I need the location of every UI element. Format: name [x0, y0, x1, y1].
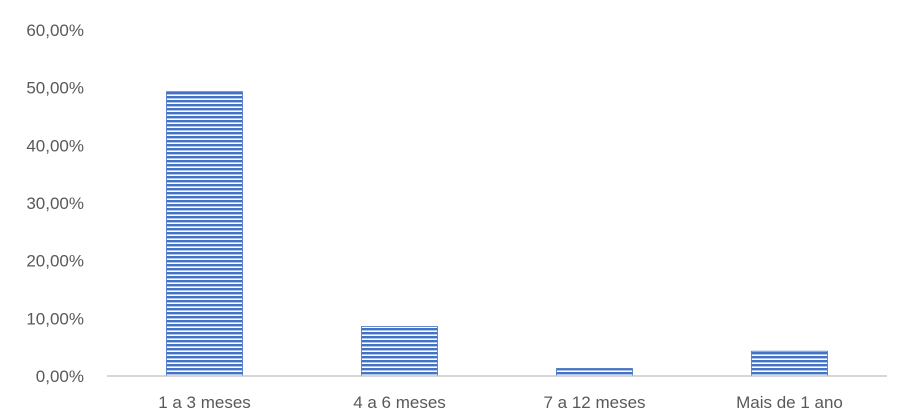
y-tick-label: 0,00%	[36, 367, 84, 386]
y-tick-label: 30,00%	[26, 194, 84, 213]
bar-7-a-12-meses	[556, 368, 633, 377]
bar-4-a-6-meses	[361, 326, 438, 377]
x-tick-label: Mais de 1 ano	[736, 393, 843, 412]
x-tick-label: 7 a 12 meses	[543, 393, 645, 412]
y-axis-tick-labels: 0,00% 10,00% 20,00% 30,00% 40,00% 50,00% 60,00…	[26, 21, 84, 386]
y-tick-label: 50,00%	[26, 79, 84, 98]
x-tick-label: 4 a 6 meses	[353, 393, 446, 412]
x-tick-label: 1 a 3 meses	[158, 393, 251, 412]
y-tick-label: 10,00%	[26, 309, 84, 328]
x-axis-tick-labels: 1 a 3 meses 4 a 6 meses 7 a 12 meses Mais d…	[158, 393, 843, 412]
bars	[166, 91, 828, 377]
y-tick-label: 40,00%	[26, 136, 84, 155]
bar-1-a-3-meses	[166, 91, 243, 377]
bar-mais-de-1-ano	[751, 350, 828, 377]
y-tick-label: 20,00%	[26, 252, 84, 271]
y-tick-label: 60,00%	[26, 21, 84, 40]
